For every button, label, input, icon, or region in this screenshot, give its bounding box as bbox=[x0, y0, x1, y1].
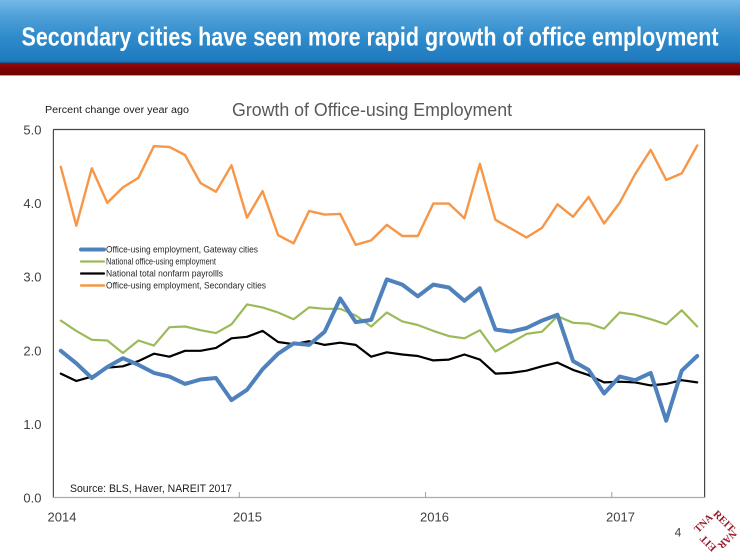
svg-text:4: 4 bbox=[675, 526, 682, 540]
svg-text:Percent change over year ago: Percent change over year ago bbox=[45, 105, 189, 116]
svg-text:EIT: EIT bbox=[698, 532, 719, 553]
svg-text:2014: 2014 bbox=[48, 510, 77, 525]
svg-text:0.0: 0.0 bbox=[23, 491, 41, 506]
svg-text:2015: 2015 bbox=[233, 510, 262, 525]
svg-text:National office-using employme: National office-using employment bbox=[106, 257, 216, 268]
svg-text:5.0: 5.0 bbox=[23, 123, 41, 138]
svg-text:Office-using employment, Secon: Office-using employment, Secondary citie… bbox=[106, 281, 266, 292]
svg-text:1.0: 1.0 bbox=[23, 417, 41, 432]
svg-text:4.0: 4.0 bbox=[23, 196, 41, 211]
svg-text:2.0: 2.0 bbox=[23, 343, 41, 358]
svg-text:Secondary cities have seen mor: Secondary cities have seen more rapid gr… bbox=[22, 22, 719, 52]
svg-text:3.0: 3.0 bbox=[23, 270, 41, 285]
svg-text:Source: BLS, Haver, NAREIT 201: Source: BLS, Haver, NAREIT 2017 bbox=[70, 483, 232, 495]
svg-text:2016: 2016 bbox=[420, 510, 449, 525]
svg-text:National total nonfarm payroll: National total nonfarm payrollls bbox=[106, 269, 223, 280]
svg-text:Office-using employment, Gatew: Office-using employment, Gateway cities bbox=[106, 245, 258, 256]
svg-text:Growth of Office-using Employm: Growth of Office-using Employment bbox=[232, 100, 512, 120]
svg-text:2017: 2017 bbox=[606, 510, 635, 525]
